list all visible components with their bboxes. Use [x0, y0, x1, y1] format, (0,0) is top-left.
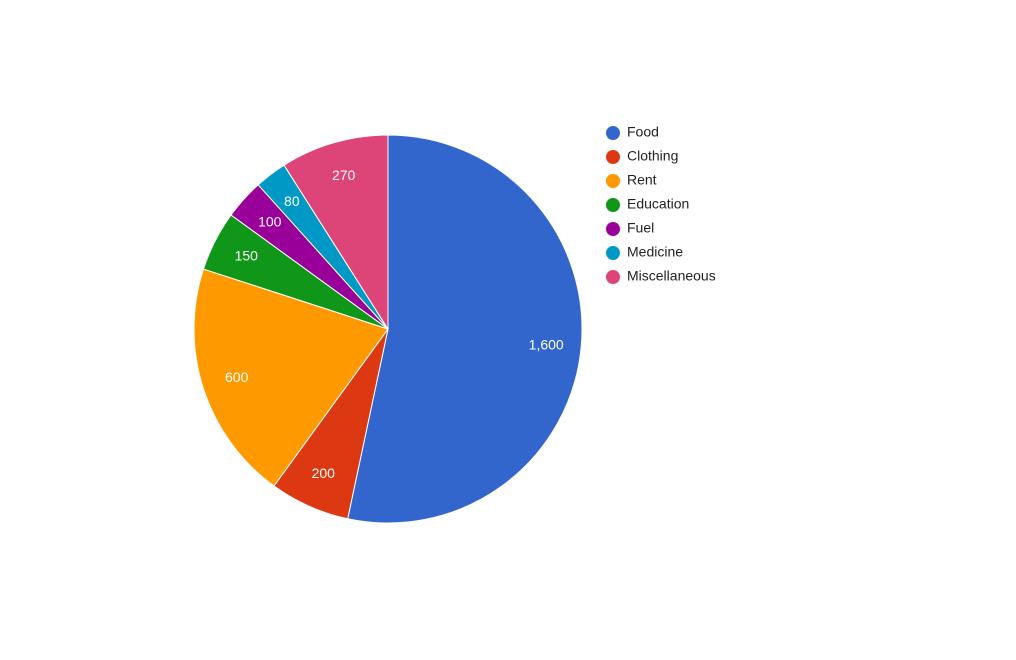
legend-label: Miscellaneous — [627, 268, 716, 284]
legend-swatch — [606, 222, 620, 236]
pie-slice — [347, 134, 583, 524]
pie-slice — [193, 268, 389, 487]
slice-label: 1,600 — [529, 336, 564, 352]
legend-label: Education — [627, 196, 689, 212]
legend-swatch — [606, 150, 620, 164]
legend-label: Medicine — [627, 244, 683, 260]
legend-label: Clothing — [627, 148, 678, 164]
legend-swatch — [606, 246, 620, 260]
legend-swatch — [606, 198, 620, 212]
legend-swatch — [606, 126, 620, 140]
legend-label: Food — [627, 124, 659, 140]
slice-label: 150 — [235, 247, 259, 263]
slice-label: 80 — [284, 193, 300, 209]
slice-label: 270 — [332, 167, 356, 183]
slice-label: 600 — [225, 369, 249, 385]
slice-label: 200 — [312, 465, 336, 481]
slice-label: 100 — [258, 213, 282, 229]
pie-slice — [283, 134, 389, 331]
legend-label: Fuel — [627, 220, 654, 236]
legend-swatch — [606, 270, 620, 284]
legend-label: Rent — [627, 172, 657, 188]
legend-swatch — [606, 174, 620, 188]
